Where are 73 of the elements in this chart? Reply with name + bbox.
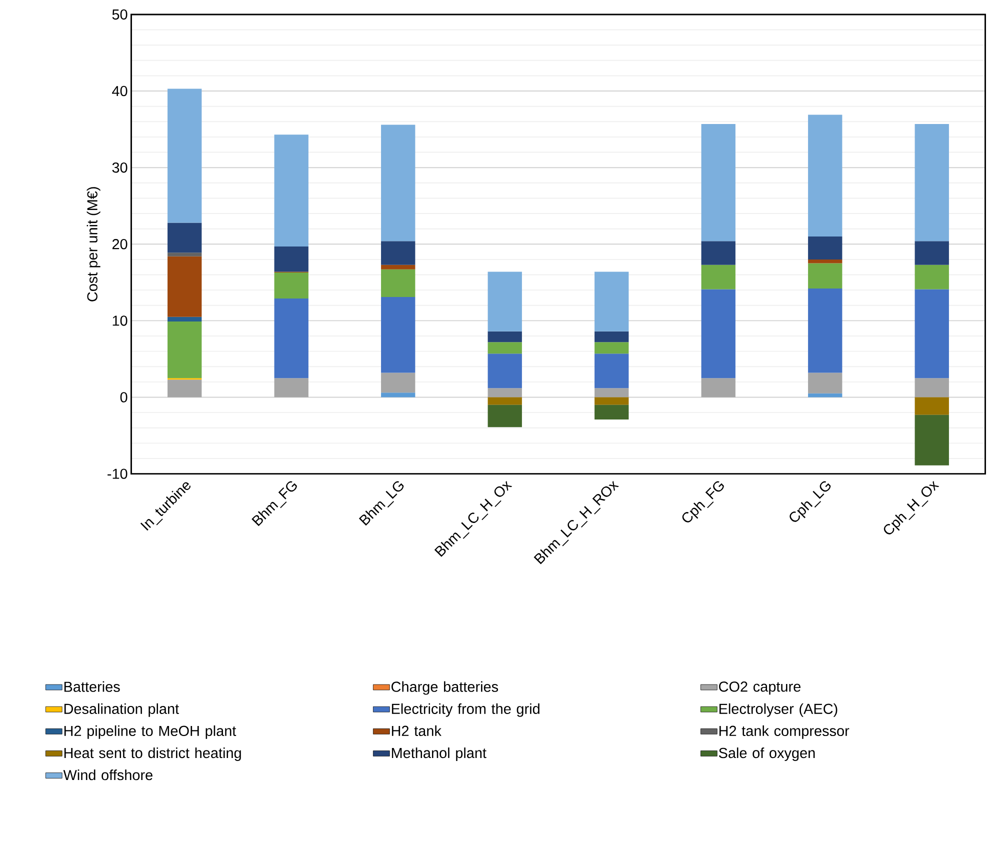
y-tick-label: -10 [108,468,128,479]
bar [701,289,736,378]
y-tick-label: 50 [112,9,128,20]
legend-label: H2 pipeline to MeOH plant [64,725,236,739]
bar [381,269,416,297]
bar [808,393,842,398]
bar [594,271,629,332]
bar [701,378,736,398]
bar [594,331,629,342]
bar [808,372,842,394]
bar [488,388,522,398]
bar [488,271,522,332]
legend-label: Electricity from the grid [392,703,540,717]
y-tick-label: 40 [112,86,128,96]
legend-label: H2 tank [392,725,442,736]
bar [594,404,629,420]
bar [488,353,522,388]
bar [274,378,308,398]
bar [914,264,949,290]
bar [488,331,522,342]
bar [381,392,416,398]
bar [274,272,308,298]
bar [168,256,202,317]
bar [381,264,416,270]
bar [381,240,416,265]
bar [274,246,308,272]
y-tick-label: 20 [112,238,128,250]
bar [381,296,416,373]
bar [274,134,308,246]
bar [488,342,522,354]
bar [274,298,308,378]
legend-label: Heat sent to district heating [64,747,241,761]
bar [808,236,842,260]
bar [808,263,842,288]
bar [488,397,522,405]
bar [808,288,842,373]
bar [594,342,629,354]
bar [594,388,629,398]
y-axis-title: Cost per unit (M€) [86,186,100,302]
bar [168,252,202,256]
bar [808,114,842,236]
legend-label: Sale of oxygen [718,747,815,761]
bar [594,353,629,388]
bar [488,404,522,427]
bar [168,222,202,252]
bar [914,124,949,241]
bar [168,321,202,378]
legend-label: H2 tank compressor [719,725,850,739]
bar [594,397,629,405]
bar [701,264,736,290]
bar [914,240,949,265]
bar [914,289,949,378]
bar [808,259,842,264]
bar [168,316,202,322]
legend-label: Methanol plant [392,747,486,761]
legend-label: Desalination plant [64,703,179,717]
bar [914,378,949,398]
bar [701,124,736,241]
legend-label: Wind offshore [63,769,152,780]
legend-label: Electrolyser (AEC) [719,703,838,717]
y-tick-label: 0 [120,392,128,402]
legend-label: CO2 capture [719,681,800,694]
y-tick-label: 10 [112,315,128,326]
bar [914,414,949,466]
bar [914,397,949,415]
bar [381,124,416,241]
y-tick-label: 30 [112,162,128,172]
legend-label: Batteries [64,681,120,692]
bar [701,240,736,265]
bar [168,88,202,222]
bar [168,379,202,398]
legend-label: Charge batteries [392,681,498,695]
bar [381,372,416,392]
